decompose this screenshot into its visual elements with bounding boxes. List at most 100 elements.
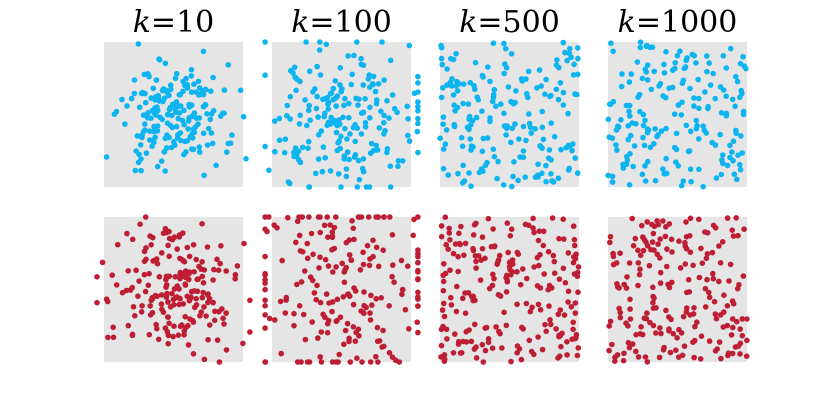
scatter-point — [640, 76, 646, 82]
scatter-point — [553, 326, 559, 332]
scatter-point — [447, 237, 453, 243]
scatter-point — [740, 150, 746, 156]
scatter-point — [119, 97, 125, 103]
scatter-point — [241, 241, 247, 247]
scatter-point — [451, 92, 457, 98]
scatter-point — [696, 167, 702, 173]
scatter-point — [139, 303, 145, 309]
scatter-point — [731, 138, 737, 144]
scatter-point — [538, 83, 544, 89]
scatter-point — [301, 312, 307, 318]
scatter-point — [480, 234, 486, 240]
scatter-point — [379, 39, 385, 45]
scatter-point — [174, 71, 180, 77]
scatter-point — [707, 295, 713, 301]
scatter-point — [357, 214, 363, 220]
scatter-point — [410, 233, 416, 239]
scatter-point — [132, 91, 138, 97]
scatter-point — [554, 87, 560, 93]
scatter-point — [575, 289, 581, 295]
scatter-point — [615, 123, 621, 129]
scatter-point — [526, 111, 532, 117]
scatter-point — [548, 322, 554, 328]
scatter-point — [736, 343, 742, 349]
scatter-point — [703, 130, 709, 136]
scatter-point — [645, 62, 651, 68]
scatter-point — [721, 53, 727, 59]
scatter-point — [177, 232, 183, 238]
scatter-point — [165, 120, 171, 126]
scatter-point — [737, 95, 743, 101]
scatter-point — [388, 163, 394, 169]
scatter-point — [360, 166, 366, 172]
scatter-point — [693, 60, 699, 66]
scatter-point — [262, 325, 268, 331]
scatter-point — [348, 359, 354, 365]
scatter-point — [641, 123, 647, 129]
scatter-point — [635, 59, 641, 65]
scatter-point — [571, 62, 577, 68]
scatter-point — [346, 115, 352, 121]
scatter-point — [165, 299, 171, 305]
scatter-point — [201, 173, 207, 179]
scatter-point — [737, 351, 743, 357]
scatter-point — [415, 276, 421, 282]
scatter-point — [445, 246, 451, 252]
scatter-point — [461, 252, 467, 258]
scatter-point — [642, 143, 648, 149]
scatter-point — [446, 226, 452, 232]
scatter-point — [193, 257, 199, 263]
scatter-point — [317, 47, 323, 53]
scatter-point — [575, 45, 581, 51]
scatter-point — [669, 237, 675, 243]
scatter-point — [324, 214, 330, 220]
scatter-point — [471, 294, 477, 300]
scatter-point — [307, 69, 313, 75]
scatter-point — [729, 332, 735, 338]
scatter-point — [504, 123, 510, 129]
scatter-point — [522, 174, 528, 180]
scatter-point — [505, 250, 511, 256]
scatter-point — [197, 149, 203, 155]
scatter-point — [361, 303, 367, 309]
scatter-point — [687, 148, 693, 154]
scatter-point — [485, 135, 491, 141]
scatter-point — [705, 104, 711, 110]
scatter-point — [164, 282, 170, 288]
scatter-point — [440, 121, 446, 127]
scatter-point — [154, 294, 160, 300]
panel-r0-c0 — [104, 41, 249, 187]
scatter-point — [322, 96, 328, 102]
scatter-point — [730, 351, 736, 357]
scatter-point — [538, 307, 544, 313]
scatter-point — [473, 60, 479, 66]
scatter-point — [503, 46, 509, 52]
scatter-point — [151, 124, 157, 130]
scatter-point — [738, 88, 744, 94]
scatter-point — [508, 359, 514, 365]
scatter-point — [338, 89, 344, 95]
scatter-point — [441, 261, 447, 267]
scatter-point — [145, 115, 151, 121]
scatter-point — [336, 171, 342, 177]
scatter-point — [738, 167, 744, 173]
scatter-point — [303, 39, 309, 45]
scatter-point — [238, 88, 244, 94]
scatter-point — [466, 127, 472, 133]
scatter-point — [375, 214, 381, 220]
scatter-point — [187, 254, 193, 260]
scatter-point — [333, 103, 339, 109]
scatter-point — [676, 238, 682, 244]
scatter-point — [683, 261, 689, 267]
scatter-point — [201, 304, 207, 310]
scatter-point — [365, 243, 371, 249]
scatter-point — [133, 168, 139, 174]
scatter-point — [632, 143, 638, 149]
scatter-point — [200, 290, 206, 296]
scatter-point — [487, 79, 493, 85]
scatter-point — [680, 80, 686, 86]
scatter-point — [462, 290, 468, 296]
scatter-point — [575, 170, 581, 176]
scatter-point — [351, 226, 357, 232]
scatter-point — [565, 111, 571, 117]
